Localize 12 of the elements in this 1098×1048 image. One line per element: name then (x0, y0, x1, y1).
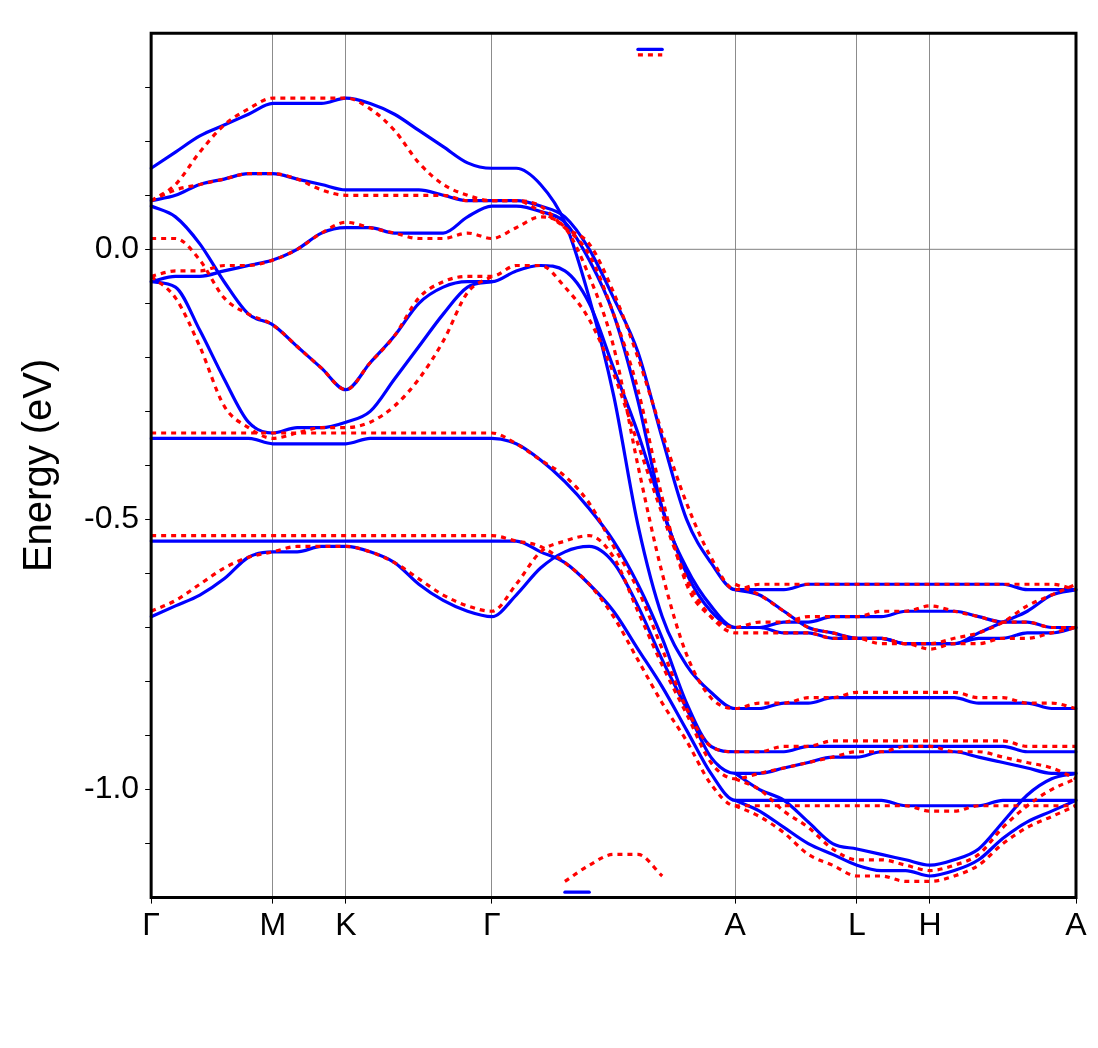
x-tick-label: K (335, 905, 357, 942)
y-tick-label: 0.0 (94, 229, 140, 266)
y-tick-label: -0.5 (84, 499, 140, 536)
x-tick-label: M (259, 905, 287, 942)
x-tick-label: L (848, 905, 866, 942)
y-axis-title: Energy (eV) (15, 358, 60, 573)
x-tick-label: Γ (142, 905, 160, 942)
x-tick-label: Γ (483, 905, 501, 942)
x-tick-label: A (1065, 905, 1088, 942)
y-tick-label: -1.0 (84, 769, 140, 806)
x-tick-label: A (724, 905, 747, 942)
x-tick-label: H (918, 905, 942, 942)
